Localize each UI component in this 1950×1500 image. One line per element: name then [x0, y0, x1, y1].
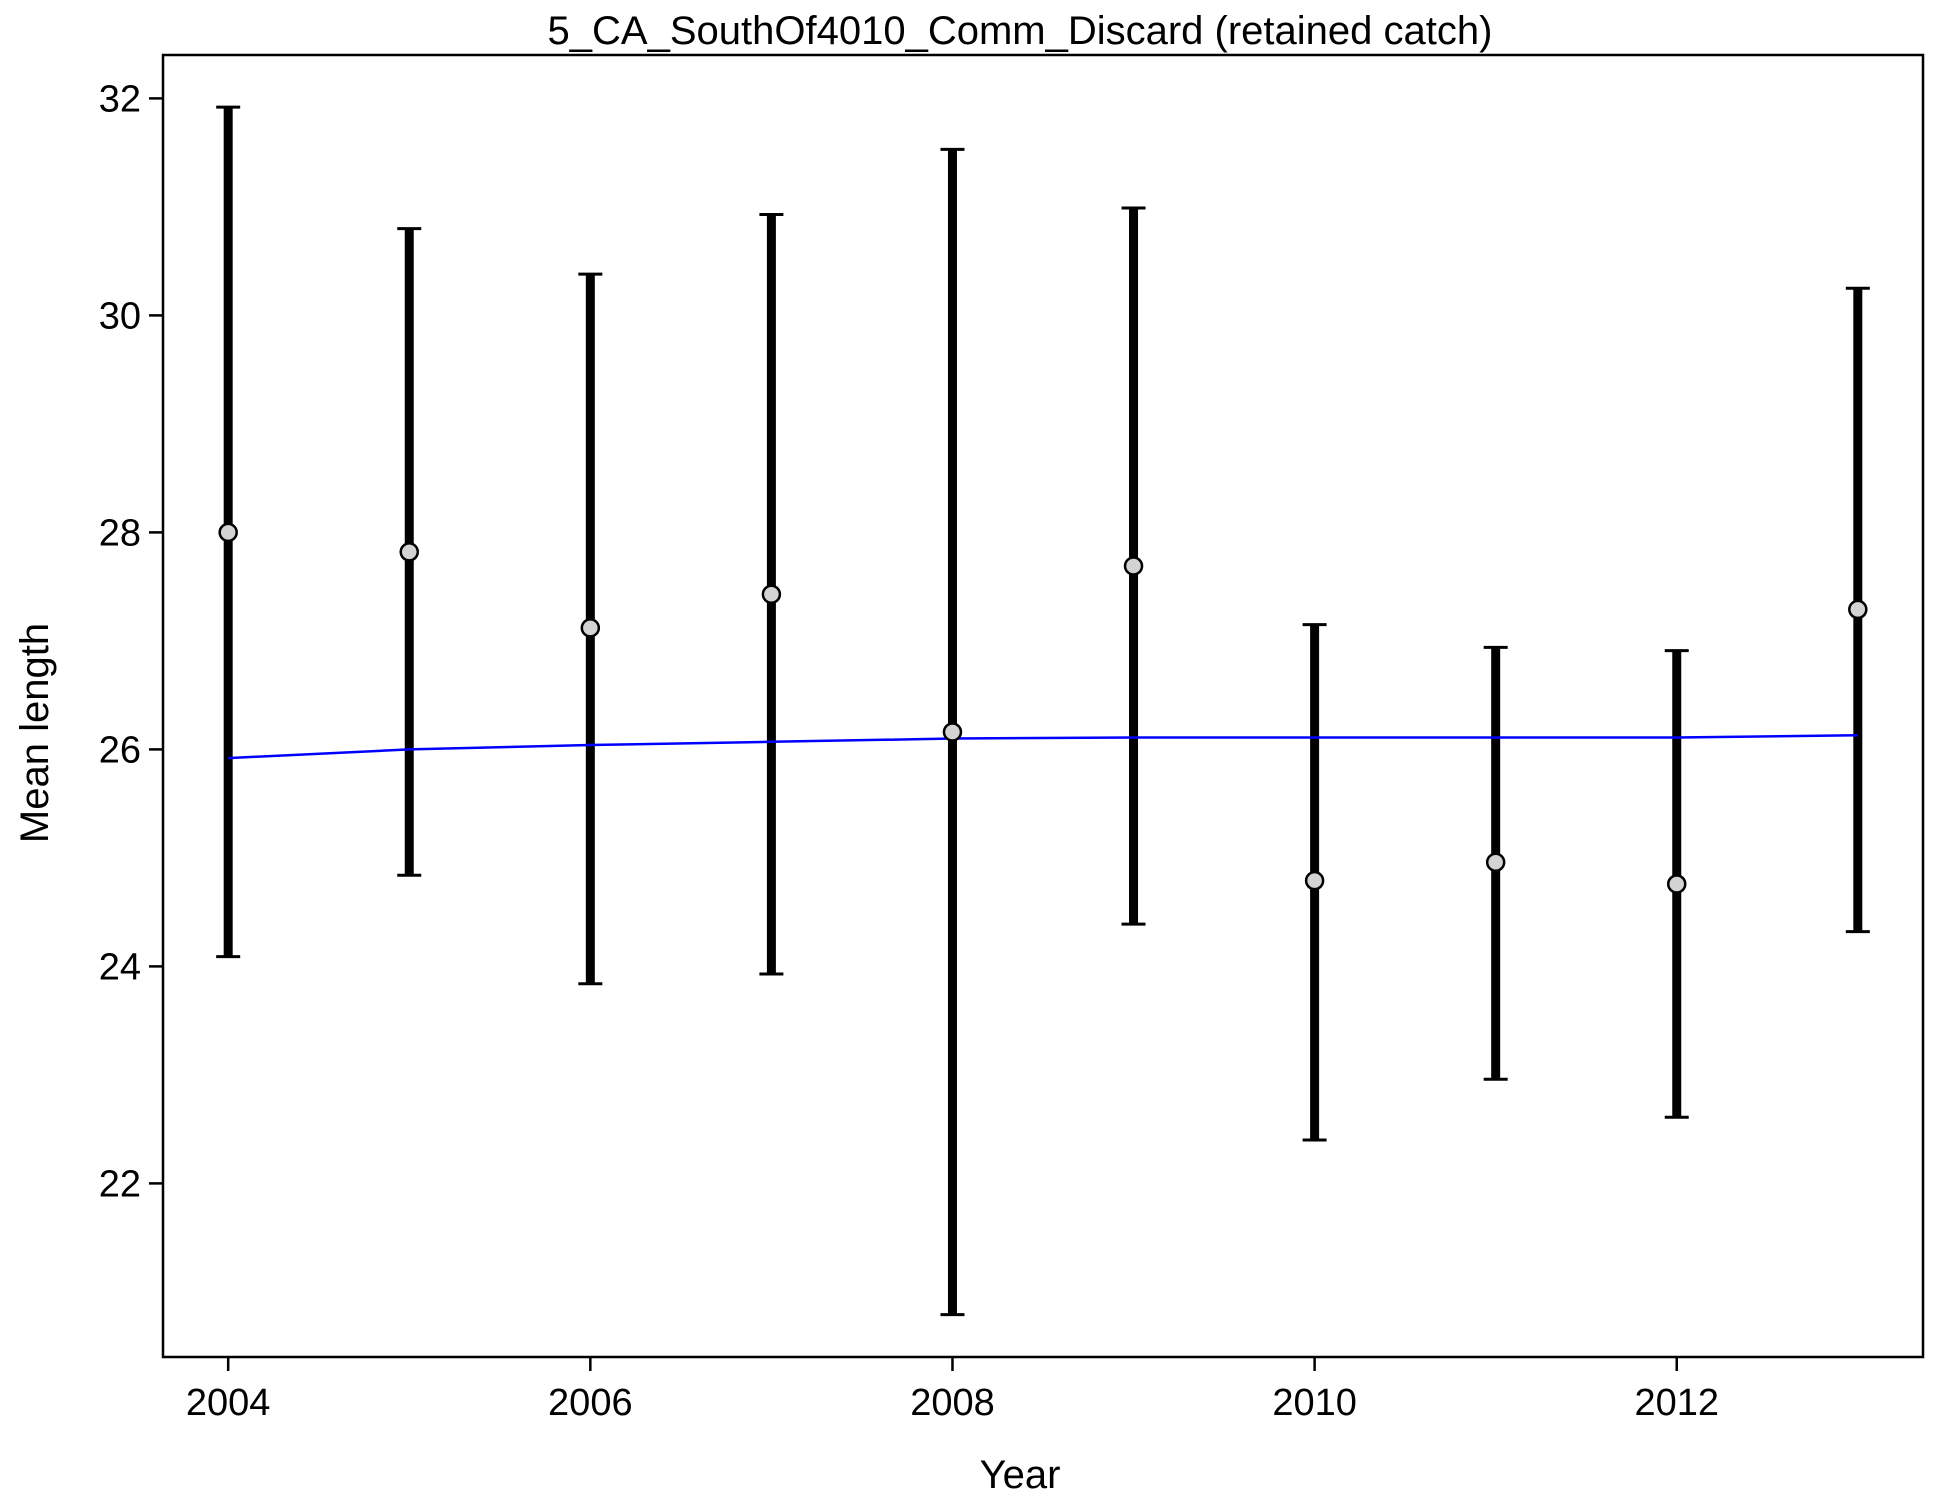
x-tick-label: 2006 — [548, 1382, 633, 1424]
plot-frame — [161, 53, 1925, 1359]
data-point — [1123, 556, 1144, 576]
data-point — [1304, 870, 1325, 891]
fit-line-group — [228, 734, 1858, 760]
data-point — [580, 618, 601, 638]
data-point — [1485, 852, 1506, 872]
y-tick-label: 32 — [99, 78, 141, 120]
x-tick-label: 2012 — [1634, 1382, 1719, 1424]
data-point — [1848, 599, 1868, 620]
y-tick-label: 30 — [99, 295, 141, 337]
y-tick-label: 26 — [99, 729, 141, 771]
data-points — [218, 522, 1868, 894]
x-axis-label: Year — [980, 1453, 1061, 1497]
data-point — [218, 522, 238, 543]
chart-title: 5_CA_SouthOf4010_Comm_Discard (retained … — [548, 9, 1493, 53]
data-point — [761, 584, 782, 604]
y-tick-label: 28 — [99, 512, 141, 554]
x-tick-label: 2010 — [1272, 1382, 1357, 1424]
data-point — [1666, 874, 1687, 894]
x-axis: 2004 2006 2008 2010 2012 — [186, 1357, 1719, 1424]
expected-mean-line — [228, 734, 1858, 760]
data-point — [942, 722, 963, 742]
y-axis: 22 24 26 28 30 32 — [99, 78, 163, 1205]
y-tick-label: 24 — [99, 946, 141, 988]
y-tick-label: 22 — [99, 1163, 141, 1205]
y-axis-label: Mean length — [13, 623, 57, 843]
x-tick-label: 2004 — [186, 1382, 271, 1424]
data-point — [399, 542, 420, 562]
x-tick-label: 2008 — [910, 1382, 995, 1424]
